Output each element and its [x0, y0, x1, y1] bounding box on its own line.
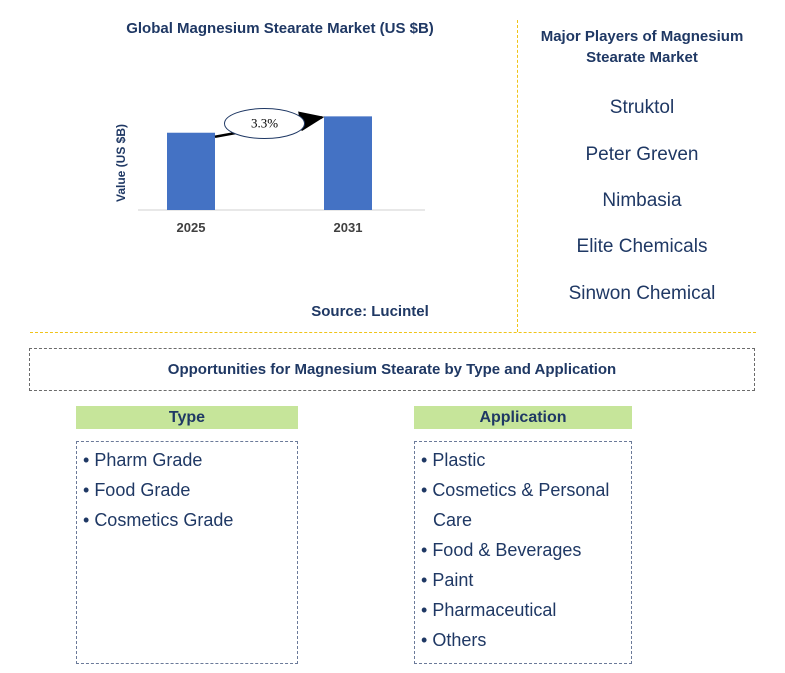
- type-list-box: Pharm Grade Food Grade Cosmetics Grade: [76, 441, 298, 664]
- y-axis-label: Value (US $B): [114, 124, 128, 202]
- type-list: Pharm Grade Food Grade Cosmetics Grade: [83, 445, 291, 535]
- application-item: Paint: [421, 565, 625, 595]
- type-header: Type: [76, 406, 298, 429]
- cagr-label: 3.3%: [251, 116, 278, 131]
- bar-2031: [324, 116, 372, 210]
- application-item: Food & Beverages: [421, 535, 625, 565]
- chart-title: Global Magnesium Stearate Market (US $B): [126, 20, 434, 37]
- source-label: Source: Lucintel: [311, 303, 429, 320]
- cagr-ellipse: [224, 108, 305, 140]
- player-item: Struktol: [609, 97, 675, 118]
- application-item: Cosmetics & Personal Care: [421, 475, 625, 535]
- players-title: Major Players of Magnesium Stearate Mark…: [540, 28, 744, 66]
- application-item: Plastic: [421, 445, 625, 475]
- opportunities-title: Opportunities for Magnesium Stearate by …: [167, 361, 617, 378]
- opportunities-banner: Opportunities for Magnesium Stearate by …: [29, 348, 755, 391]
- application-item: Pharmaceutical: [421, 595, 625, 625]
- horizontal-divider: [30, 332, 756, 333]
- bar-chart: Value (US $B) 2025 2031 3.3%: [114, 108, 425, 235]
- type-item: Cosmetics Grade: [83, 505, 291, 535]
- x-tick-label: 2025: [177, 220, 206, 235]
- player-item: Elite Chemicals: [576, 236, 708, 257]
- player-item: Nimbasia: [602, 190, 682, 211]
- type-item: Food Grade: [83, 475, 291, 505]
- player-item: Peter Greven: [585, 144, 699, 165]
- type-item: Pharm Grade: [83, 445, 291, 475]
- application-list: Plastic Cosmetics & Personal Care Food &…: [421, 445, 625, 655]
- application-header: Application: [414, 406, 632, 429]
- vertical-divider: [517, 20, 518, 332]
- player-item: Sinwon Chemical: [568, 283, 716, 304]
- x-tick-label: 2031: [334, 220, 363, 235]
- application-list-box: Plastic Cosmetics & Personal Care Food &…: [414, 441, 632, 664]
- application-item: Others: [421, 625, 625, 655]
- bar-2025: [167, 132, 215, 210]
